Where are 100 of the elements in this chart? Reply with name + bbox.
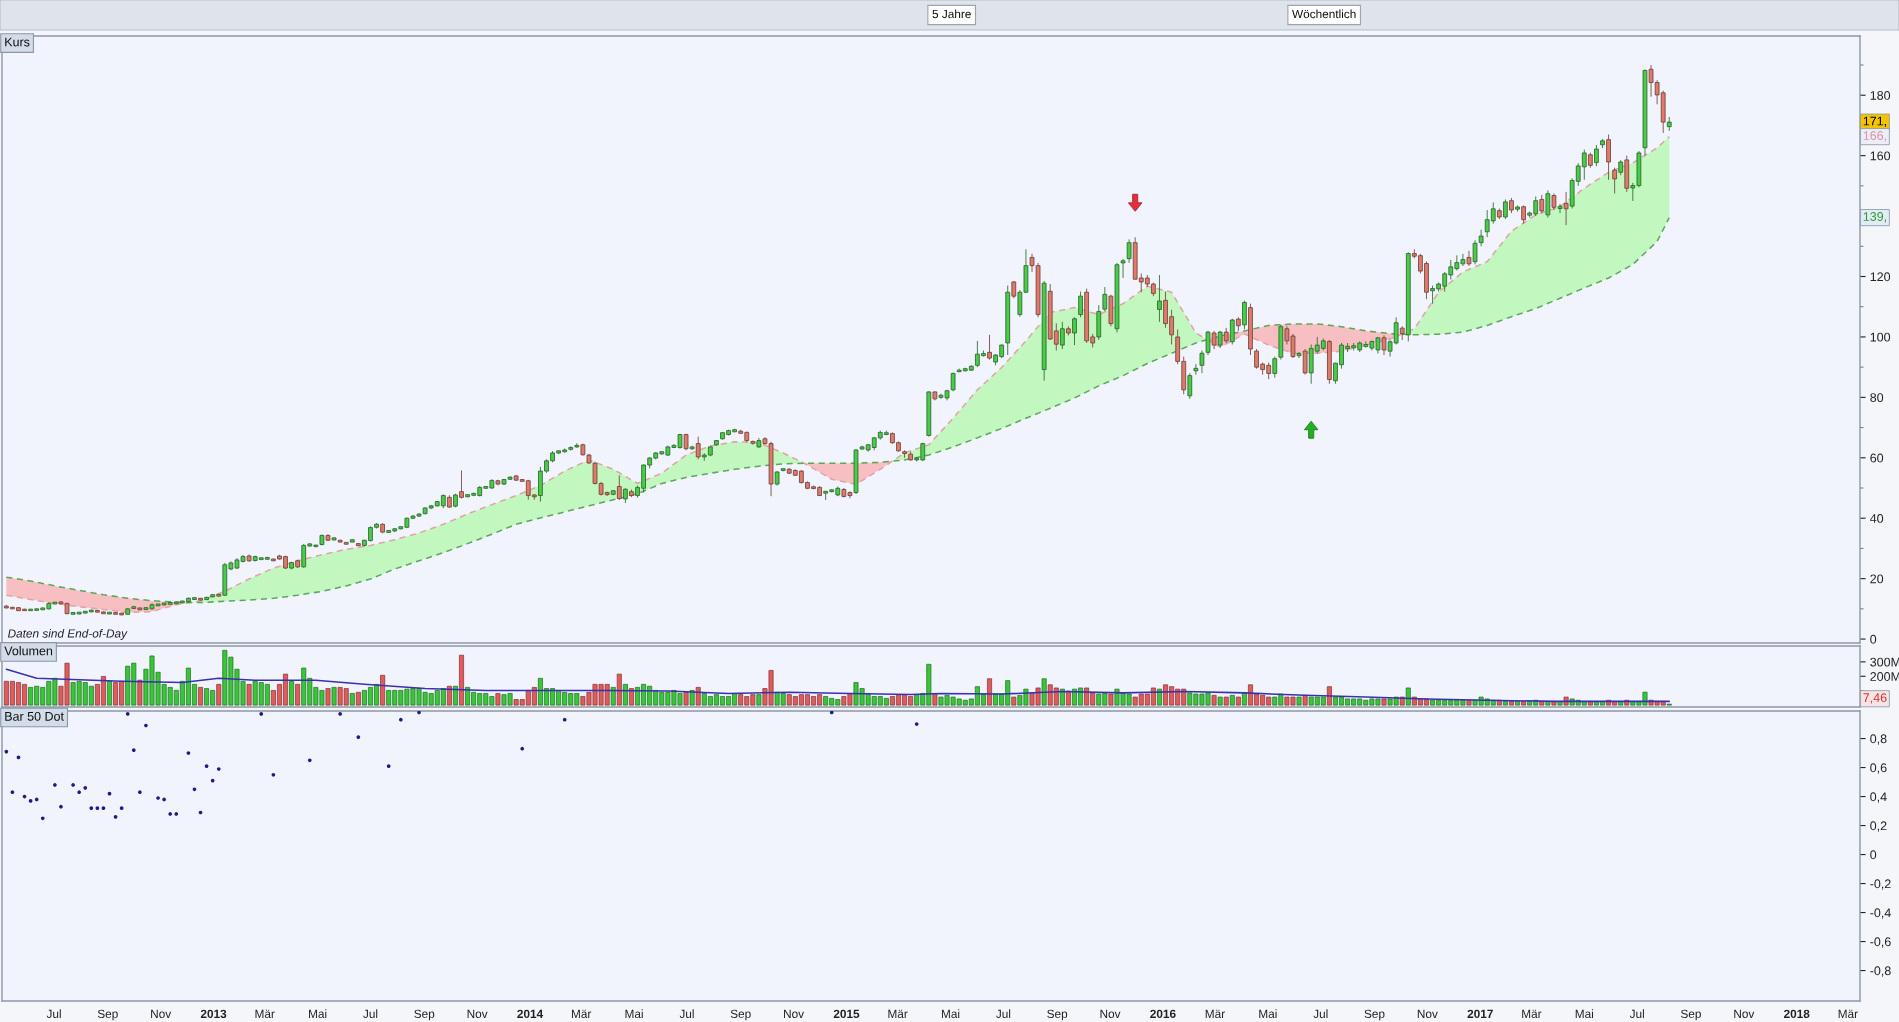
x-tick-label: Nov [784, 1009, 805, 1018]
bar [137, 679, 143, 706]
x-tick-label: Sep [730, 1009, 751, 1021]
point [156, 796, 160, 800]
y-tick-label: 80 [1870, 393, 1884, 403]
bar [107, 680, 112, 706]
text: 7,46 [1863, 693, 1887, 704]
x-tick-label: 2018 [1783, 1009, 1810, 1018]
candlestick [1193, 363, 1199, 376]
point [174, 812, 179, 816]
candlestick [1666, 116, 1672, 132]
y-tick-label: 0,4 [1870, 792, 1887, 803]
y-tick-label: 20 [1870, 574, 1884, 584]
point [192, 787, 197, 792]
y-tick-label: 40 [1870, 514, 1884, 523]
candlestick [1126, 238, 1132, 264]
y-tick-label: 0,6 [1870, 763, 1887, 774]
bar [355, 691, 361, 706]
y-tick-label: 0 [1870, 634, 1877, 644]
point [113, 815, 118, 819]
line-series [5, 216, 1671, 604]
point [28, 799, 33, 803]
candlestick [355, 542, 361, 547]
x-tick-label: Jul [1629, 1009, 1644, 1018]
x-tick-label: 2013 [200, 1009, 227, 1019]
annotation: Daten sind End-of-Day [7, 628, 128, 640]
candlestick [1120, 258, 1126, 279]
candlestick [1114, 262, 1120, 333]
point [216, 767, 221, 771]
candlestick [325, 533, 331, 542]
candlestick [246, 554, 252, 563]
point [119, 806, 124, 810]
x-tick-label: Mai [625, 1009, 643, 1018]
x-tick-label: 2014 [517, 1009, 544, 1018]
candlestick [774, 470, 780, 486]
candlestick [447, 494, 452, 509]
candlestick [1509, 197, 1514, 214]
bar [198, 687, 204, 706]
candlestick [1327, 339, 1332, 385]
candlestick [1108, 294, 1114, 327]
point [338, 712, 342, 716]
x-tick-label: Nov [1734, 1009, 1755, 1018]
candlestick [1381, 335, 1387, 356]
candlestick [1612, 167, 1617, 194]
candlestick [107, 611, 112, 615]
candlestick [629, 489, 634, 498]
candlestick [1248, 303, 1253, 356]
bar [1405, 687, 1411, 706]
candlestick [1078, 291, 1083, 318]
candlestick [1551, 193, 1557, 211]
candlestick [1399, 325, 1405, 341]
x-tick-label: Jul [363, 1009, 378, 1018]
point [914, 722, 919, 726]
x-tick-label: Sep [1047, 1009, 1068, 1021]
y-tick-label: 0 [1870, 850, 1877, 860]
bar [683, 691, 689, 706]
candlestick [495, 479, 501, 486]
bar [756, 694, 762, 706]
x-tick-label: Mai [309, 1009, 327, 1018]
candlestick [950, 372, 956, 392]
candlestick [349, 538, 355, 543]
x-tick-label: Mär [1522, 1009, 1542, 1018]
bar [1235, 696, 1241, 706]
candlestick [1005, 285, 1011, 356]
x-tick-label: Sep [1364, 1009, 1385, 1021]
y-tick-label: 180 [1870, 91, 1891, 100]
candlestick [1496, 208, 1502, 220]
candlestick [1594, 144, 1599, 167]
x-tick-label: Mär [255, 1009, 275, 1018]
bar [1302, 694, 1308, 706]
candlestick [453, 493, 458, 508]
candlestick [210, 593, 216, 598]
bar [289, 680, 295, 706]
x-tick-label: Sep [97, 1009, 118, 1021]
y-tick-label: 120 [1870, 272, 1891, 282]
candlestick [683, 433, 689, 451]
candlestick [1102, 286, 1108, 312]
bar [1011, 696, 1017, 706]
bar [622, 684, 628, 706]
point [307, 758, 312, 763]
point [77, 790, 81, 795]
x-tick-label: Sep [414, 1009, 435, 1021]
candlestick [1557, 203, 1563, 214]
point [417, 711, 421, 715]
bar [1059, 688, 1065, 706]
point [34, 797, 39, 802]
candlestick [204, 596, 209, 601]
candlestick [714, 439, 719, 447]
candlestick [1503, 199, 1508, 220]
y-tick-label: -0,2 [1870, 879, 1891, 890]
bar [610, 687, 616, 706]
candlestick [1235, 316, 1241, 332]
y-tick-label: 200M [1870, 672, 1899, 681]
point [144, 723, 148, 728]
point [95, 806, 100, 810]
bar [1502, 701, 1508, 706]
candlestick [987, 334, 992, 361]
candlestick [1205, 330, 1211, 356]
candlestick [1472, 239, 1478, 265]
x-tick-label: Jul [679, 1009, 694, 1018]
